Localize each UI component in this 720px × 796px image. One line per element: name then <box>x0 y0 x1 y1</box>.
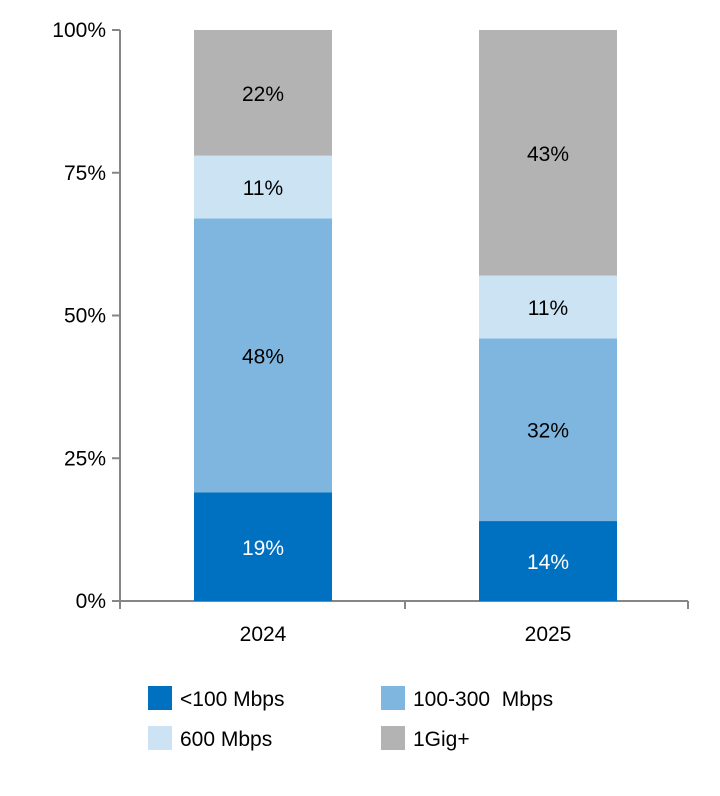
bar-segment <box>194 155 332 219</box>
data-label: 32% <box>527 420 569 443</box>
x-tick-label: 2025 <box>525 623 572 646</box>
y-tick-label: 50% <box>64 305 106 328</box>
bars: 19% 48% 11% 22% 14% 32% 11% 43% <box>194 30 617 601</box>
y-tick-label: 25% <box>64 447 106 470</box>
data-label: 14% <box>527 551 569 574</box>
legend-swatch <box>381 686 405 710</box>
legend-swatch <box>148 726 172 750</box>
bar-segment <box>194 492 332 601</box>
legend-label: <100 Mbps <box>180 688 285 711</box>
legend-swatch <box>381 726 405 750</box>
x-tick-label: 2024 <box>240 623 287 646</box>
y-tick-label: 0% <box>76 590 106 613</box>
y-tick-label: 75% <box>64 162 106 185</box>
legend-label: 600 Mbps <box>180 728 272 751</box>
x-ticks: 2024 2025 <box>119 601 689 646</box>
y-tick-label: 100% <box>52 19 106 42</box>
legend-label: 100-300 Mbps <box>413 688 553 711</box>
data-label: 19% <box>242 537 284 560</box>
bar-segment <box>194 218 332 493</box>
bar-segment <box>479 338 617 522</box>
legend: <100 Mbps 100-300 Mbps 600 Mbps 1Gig+ <box>148 686 553 751</box>
data-label: 11% <box>528 297 568 320</box>
legend-label: 1Gig+ <box>413 728 470 751</box>
bar-segment <box>479 30 617 276</box>
y-ticks: 0% 25% 50% 75% 100% <box>52 19 120 613</box>
bar-segment <box>479 275 617 339</box>
legend-swatch <box>148 686 172 710</box>
data-label: 11% <box>243 177 283 200</box>
data-label: 43% <box>527 143 569 166</box>
bar-segment <box>479 521 617 601</box>
data-label: 22% <box>242 83 284 106</box>
bar-segment <box>194 30 332 156</box>
data-label: 48% <box>242 345 284 368</box>
